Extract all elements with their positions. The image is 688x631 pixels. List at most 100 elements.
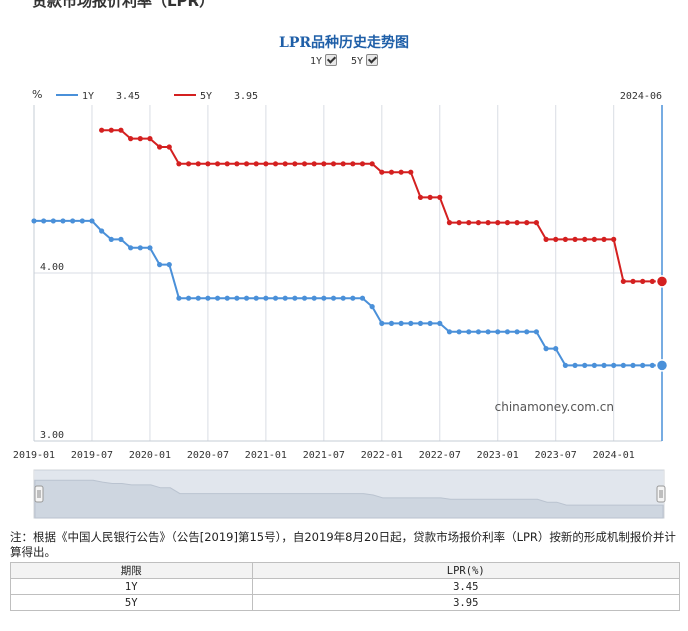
data-point-1y[interactable] bbox=[456, 329, 462, 335]
data-point-5y[interactable] bbox=[330, 161, 337, 167]
data-point-5y[interactable] bbox=[137, 136, 143, 142]
data-point-5y[interactable] bbox=[562, 236, 568, 242]
data-point-5y[interactable] bbox=[379, 169, 385, 175]
data-point-1y[interactable] bbox=[495, 329, 501, 335]
data-point-5y[interactable] bbox=[601, 236, 607, 242]
data-point-1y[interactable] bbox=[118, 236, 124, 242]
data-point-5y[interactable] bbox=[388, 169, 395, 175]
data-point-1y[interactable] bbox=[340, 295, 346, 301]
checkbox-checked-icon[interactable] bbox=[324, 54, 337, 66]
data-point-5y[interactable] bbox=[147, 136, 153, 142]
data-point-1y[interactable] bbox=[166, 262, 172, 268]
data-point-1y[interactable] bbox=[176, 295, 182, 301]
data-point-1y[interactable] bbox=[350, 295, 356, 301]
data-point-1y[interactable] bbox=[292, 295, 298, 301]
data-point-1y[interactable] bbox=[89, 218, 95, 224]
range-navigator[interactable] bbox=[33, 469, 666, 519]
data-point-5y[interactable] bbox=[340, 161, 346, 167]
data-point-1y[interactable] bbox=[620, 362, 626, 368]
data-point-5y[interactable] bbox=[321, 161, 327, 167]
data-point-5y[interactable] bbox=[108, 127, 114, 133]
data-point-5y[interactable] bbox=[369, 161, 375, 167]
data-point-1y[interactable] bbox=[504, 329, 511, 335]
data-point-5y[interactable] bbox=[311, 161, 317, 167]
data-point-1y[interactable] bbox=[157, 262, 163, 268]
data-point-1y[interactable] bbox=[272, 295, 279, 301]
data-point-5y[interactable] bbox=[611, 236, 617, 242]
data-point-1y[interactable] bbox=[427, 320, 433, 326]
navigator-selection[interactable] bbox=[35, 470, 663, 518]
data-point-1y[interactable] bbox=[417, 320, 424, 326]
data-point-1y[interactable] bbox=[485, 329, 491, 335]
data-point-1y[interactable] bbox=[369, 304, 375, 310]
data-point-1y[interactable] bbox=[582, 362, 588, 368]
data-point-1y[interactable] bbox=[446, 329, 453, 335]
data-point-5y[interactable] bbox=[417, 194, 424, 200]
data-point-1y[interactable] bbox=[655, 359, 669, 372]
data-point-5y[interactable] bbox=[195, 161, 201, 167]
data-point-1y[interactable] bbox=[553, 346, 559, 352]
data-point-1y[interactable] bbox=[630, 362, 636, 368]
data-point-1y[interactable] bbox=[398, 320, 404, 326]
data-point-1y[interactable] bbox=[195, 295, 201, 301]
data-point-1y[interactable] bbox=[466, 329, 472, 335]
data-point-5y[interactable] bbox=[591, 236, 597, 242]
data-point-1y[interactable] bbox=[543, 346, 549, 352]
data-point-1y[interactable] bbox=[147, 245, 153, 251]
data-point-1y[interactable] bbox=[137, 245, 143, 251]
data-point-1y[interactable] bbox=[214, 295, 221, 301]
data-point-1y[interactable] bbox=[70, 218, 76, 224]
data-point-1y[interactable] bbox=[311, 295, 317, 301]
data-point-5y[interactable] bbox=[224, 161, 230, 167]
data-point-5y[interactable] bbox=[630, 278, 636, 284]
data-point-5y[interactable] bbox=[553, 236, 559, 242]
data-point-5y[interactable] bbox=[495, 220, 501, 226]
data-point-5y[interactable] bbox=[350, 161, 356, 167]
data-point-1y[interactable] bbox=[330, 295, 337, 301]
data-point-5y[interactable] bbox=[176, 161, 182, 167]
data-point-1y[interactable] bbox=[640, 362, 646, 368]
data-point-5y[interactable] bbox=[649, 278, 655, 284]
data-point-5y[interactable] bbox=[292, 161, 298, 167]
data-point-5y[interactable] bbox=[582, 236, 588, 242]
data-point-5y[interactable] bbox=[655, 275, 669, 288]
data-point-1y[interactable] bbox=[60, 218, 66, 224]
data-point-5y[interactable] bbox=[272, 161, 279, 167]
data-point-5y[interactable] bbox=[456, 220, 462, 226]
data-point-5y[interactable] bbox=[205, 161, 211, 167]
data-point-5y[interactable] bbox=[620, 278, 626, 284]
data-point-1y[interactable] bbox=[301, 295, 308, 301]
toggle-5y[interactable]: 5Y bbox=[351, 54, 379, 67]
data-point-1y[interactable] bbox=[524, 329, 530, 335]
data-point-1y[interactable] bbox=[591, 362, 597, 368]
data-point-5y[interactable] bbox=[427, 194, 433, 200]
data-point-5y[interactable] bbox=[214, 161, 221, 167]
data-point-1y[interactable] bbox=[128, 245, 134, 251]
data-point-1y[interactable] bbox=[611, 362, 617, 368]
data-point-5y[interactable] bbox=[253, 161, 259, 167]
data-point-5y[interactable] bbox=[543, 236, 549, 242]
data-point-5y[interactable] bbox=[514, 220, 520, 226]
data-point-1y[interactable] bbox=[437, 320, 443, 326]
data-point-1y[interactable] bbox=[205, 295, 211, 301]
data-point-5y[interactable] bbox=[263, 161, 269, 167]
data-point-1y[interactable] bbox=[359, 295, 366, 301]
data-point-1y[interactable] bbox=[572, 362, 578, 368]
data-point-5y[interactable] bbox=[99, 127, 105, 133]
data-point-5y[interactable] bbox=[157, 144, 163, 150]
data-point-5y[interactable] bbox=[282, 161, 288, 167]
data-point-1y[interactable] bbox=[601, 362, 607, 368]
data-point-5y[interactable] bbox=[408, 169, 414, 175]
data-point-5y[interactable] bbox=[166, 144, 172, 150]
data-point-1y[interactable] bbox=[50, 218, 56, 224]
data-point-1y[interactable] bbox=[253, 295, 259, 301]
data-point-1y[interactable] bbox=[79, 218, 85, 224]
navigator-right-handle[interactable] bbox=[656, 485, 666, 503]
data-point-5y[interactable] bbox=[234, 161, 240, 167]
data-point-1y[interactable] bbox=[562, 362, 568, 368]
toggle-1y[interactable]: 1Y bbox=[310, 54, 337, 67]
data-point-5y[interactable] bbox=[128, 136, 134, 142]
data-point-1y[interactable] bbox=[224, 295, 230, 301]
data-point-5y[interactable] bbox=[466, 220, 472, 226]
data-point-5y[interactable] bbox=[243, 161, 250, 167]
